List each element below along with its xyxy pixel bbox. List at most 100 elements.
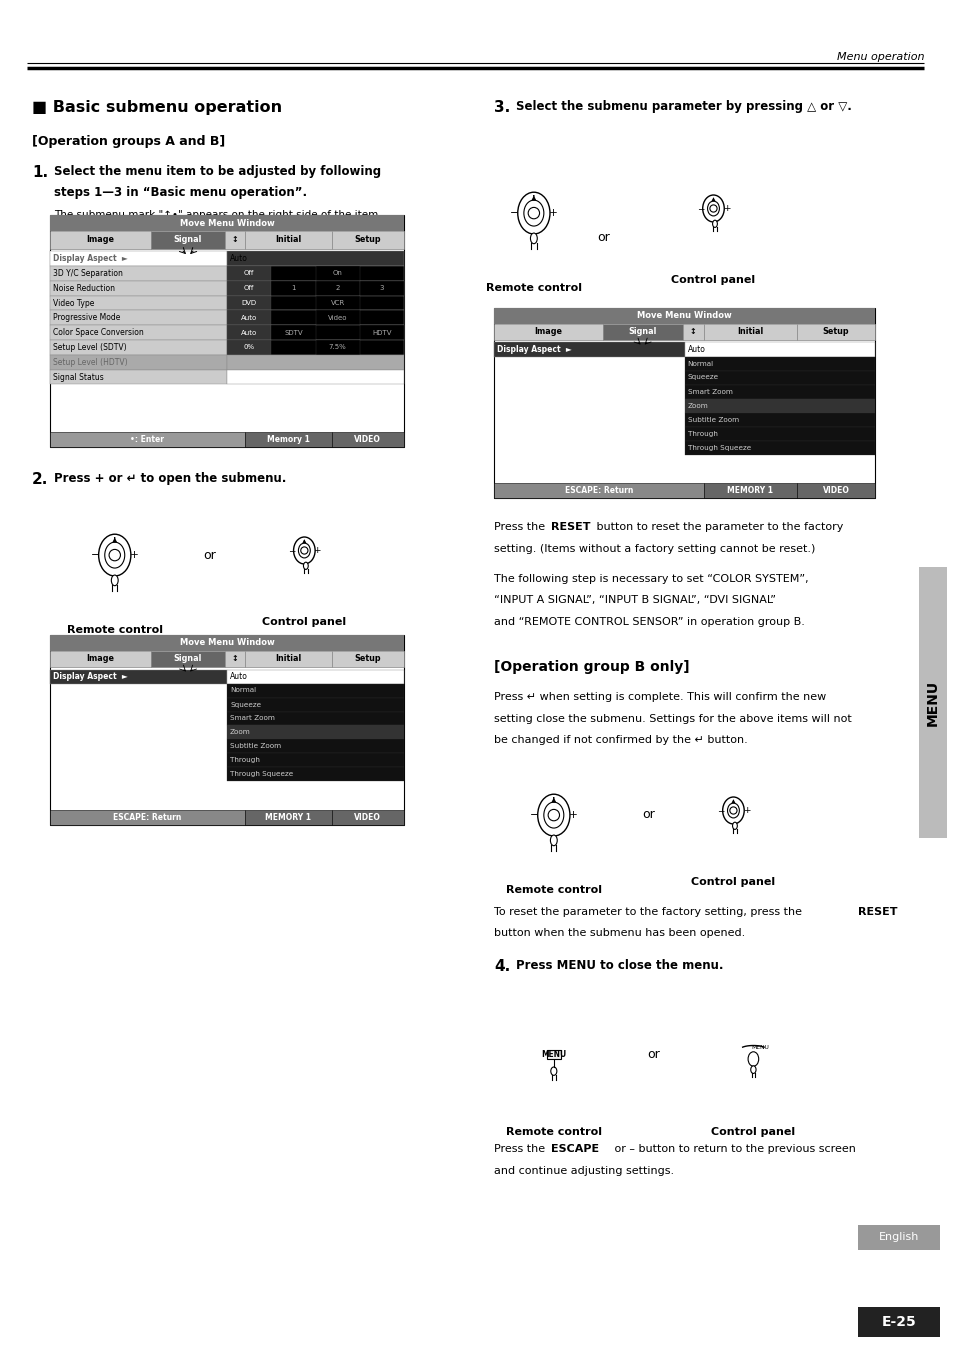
Text: MENU: MENU bbox=[925, 680, 939, 725]
Text: Off: Off bbox=[244, 285, 254, 292]
Text: Display Aspect  ►: Display Aspect ► bbox=[497, 345, 571, 354]
FancyBboxPatch shape bbox=[50, 251, 227, 266]
FancyBboxPatch shape bbox=[227, 266, 404, 281]
Text: +: + bbox=[741, 807, 749, 815]
Text: Image: Image bbox=[534, 327, 561, 336]
Text: Select the menu item to be adjusted by following: Select the menu item to be adjusted by f… bbox=[53, 165, 380, 178]
Text: Smart Zoom: Smart Zoom bbox=[230, 716, 274, 721]
Text: ESCAPE: ESCAPE bbox=[550, 1144, 598, 1154]
FancyBboxPatch shape bbox=[50, 215, 404, 231]
FancyBboxPatch shape bbox=[227, 340, 271, 355]
Text: English: English bbox=[878, 1232, 919, 1242]
Ellipse shape bbox=[550, 1067, 557, 1075]
Text: button when the submenu has been opened.: button when the submenu has been opened. bbox=[494, 928, 744, 939]
FancyBboxPatch shape bbox=[271, 281, 315, 296]
FancyBboxPatch shape bbox=[227, 326, 404, 340]
FancyBboxPatch shape bbox=[245, 231, 332, 249]
Text: Initial: Initial bbox=[737, 327, 762, 336]
Text: RESET: RESET bbox=[550, 521, 590, 532]
Text: be changed if not confirmed by the ↵ button.: be changed if not confirmed by the ↵ but… bbox=[494, 735, 747, 744]
FancyBboxPatch shape bbox=[50, 811, 245, 825]
Text: or: or bbox=[203, 549, 215, 562]
FancyBboxPatch shape bbox=[332, 431, 404, 447]
Text: Initial: Initial bbox=[274, 235, 301, 245]
Text: Signal Status: Signal Status bbox=[52, 373, 104, 381]
FancyBboxPatch shape bbox=[50, 431, 245, 447]
Text: −: − bbox=[697, 204, 703, 213]
FancyBboxPatch shape bbox=[684, 385, 874, 399]
Ellipse shape bbox=[294, 536, 314, 563]
Text: Setup Level (HDTV): Setup Level (HDTV) bbox=[52, 358, 128, 366]
Text: Remote control: Remote control bbox=[67, 626, 163, 635]
Circle shape bbox=[300, 547, 308, 554]
Text: Press the: Press the bbox=[494, 1144, 548, 1154]
Text: MEMORY 1: MEMORY 1 bbox=[265, 813, 311, 821]
FancyBboxPatch shape bbox=[151, 650, 225, 667]
FancyBboxPatch shape bbox=[50, 281, 227, 296]
FancyBboxPatch shape bbox=[494, 484, 703, 499]
Ellipse shape bbox=[750, 1066, 756, 1074]
Text: −: − bbox=[510, 208, 518, 218]
Text: Signal: Signal bbox=[173, 235, 202, 245]
Text: Setup: Setup bbox=[821, 327, 848, 336]
Ellipse shape bbox=[530, 234, 537, 243]
Text: −: − bbox=[288, 546, 294, 555]
Text: ↕: ↕ bbox=[689, 327, 696, 336]
Text: +: + bbox=[548, 208, 557, 218]
Text: Move Menu Window: Move Menu Window bbox=[637, 311, 731, 320]
FancyBboxPatch shape bbox=[50, 296, 227, 311]
FancyBboxPatch shape bbox=[227, 251, 404, 266]
Text: Image: Image bbox=[87, 654, 114, 663]
Text: On: On bbox=[333, 270, 342, 277]
FancyBboxPatch shape bbox=[227, 296, 404, 311]
Text: setting. (Items without a factory setting cannot be reset.): setting. (Items without a factory settin… bbox=[494, 543, 815, 554]
Circle shape bbox=[528, 208, 539, 219]
Ellipse shape bbox=[732, 823, 737, 830]
Text: Remote control: Remote control bbox=[485, 282, 581, 293]
Text: Squeeze: Squeeze bbox=[687, 374, 718, 381]
Text: Subtitle Zoom: Subtitle Zoom bbox=[230, 743, 281, 750]
FancyBboxPatch shape bbox=[227, 370, 404, 385]
Ellipse shape bbox=[747, 1052, 758, 1066]
FancyBboxPatch shape bbox=[684, 357, 874, 370]
FancyBboxPatch shape bbox=[684, 399, 874, 412]
Text: Smart Zoom: Smart Zoom bbox=[687, 389, 732, 394]
Text: 1: 1 bbox=[291, 285, 295, 292]
Text: 2: 2 bbox=[335, 285, 339, 292]
FancyBboxPatch shape bbox=[227, 754, 404, 767]
FancyBboxPatch shape bbox=[50, 635, 404, 650]
Text: ■ Basic submenu operation: ■ Basic submenu operation bbox=[31, 100, 282, 115]
FancyBboxPatch shape bbox=[50, 326, 227, 340]
Text: VIDEO: VIDEO bbox=[354, 435, 381, 443]
Text: 3.: 3. bbox=[494, 100, 510, 115]
Text: button to reset the parameter to the factory: button to reset the parameter to the fac… bbox=[592, 521, 842, 532]
Ellipse shape bbox=[727, 802, 739, 817]
FancyBboxPatch shape bbox=[858, 1308, 939, 1337]
Text: Normal: Normal bbox=[230, 688, 255, 693]
Ellipse shape bbox=[543, 802, 563, 828]
FancyBboxPatch shape bbox=[227, 725, 404, 739]
Text: Control panel: Control panel bbox=[671, 276, 755, 285]
FancyBboxPatch shape bbox=[227, 684, 404, 697]
Text: −: − bbox=[530, 811, 538, 820]
FancyBboxPatch shape bbox=[50, 650, 151, 667]
Text: The following step is necessary to set “COLOR SYSTEM”,: The following step is necessary to set “… bbox=[494, 574, 808, 584]
FancyBboxPatch shape bbox=[315, 340, 359, 355]
Ellipse shape bbox=[298, 543, 310, 558]
FancyBboxPatch shape bbox=[703, 484, 796, 499]
FancyBboxPatch shape bbox=[227, 281, 271, 296]
Text: Press ↵ when setting is complete. This will confirm the new: Press ↵ when setting is complete. This w… bbox=[494, 692, 825, 703]
Text: E-25: E-25 bbox=[881, 1316, 916, 1329]
FancyBboxPatch shape bbox=[227, 712, 404, 725]
FancyBboxPatch shape bbox=[227, 697, 404, 712]
FancyBboxPatch shape bbox=[245, 650, 332, 667]
Circle shape bbox=[548, 809, 558, 821]
Circle shape bbox=[729, 807, 737, 815]
FancyBboxPatch shape bbox=[684, 343, 874, 357]
Text: Auto: Auto bbox=[241, 315, 257, 320]
FancyBboxPatch shape bbox=[332, 231, 404, 249]
Text: and “REMOTE CONTROL SENSOR” in operation group B.: and “REMOTE CONTROL SENSOR” in operation… bbox=[494, 617, 804, 627]
Text: Auto: Auto bbox=[230, 671, 248, 681]
FancyBboxPatch shape bbox=[227, 266, 271, 281]
Text: “INPUT A SIGNAL”, “INPUT B SIGNAL”, “DVI SIGNAL”: “INPUT A SIGNAL”, “INPUT B SIGNAL”, “DVI… bbox=[494, 596, 775, 605]
